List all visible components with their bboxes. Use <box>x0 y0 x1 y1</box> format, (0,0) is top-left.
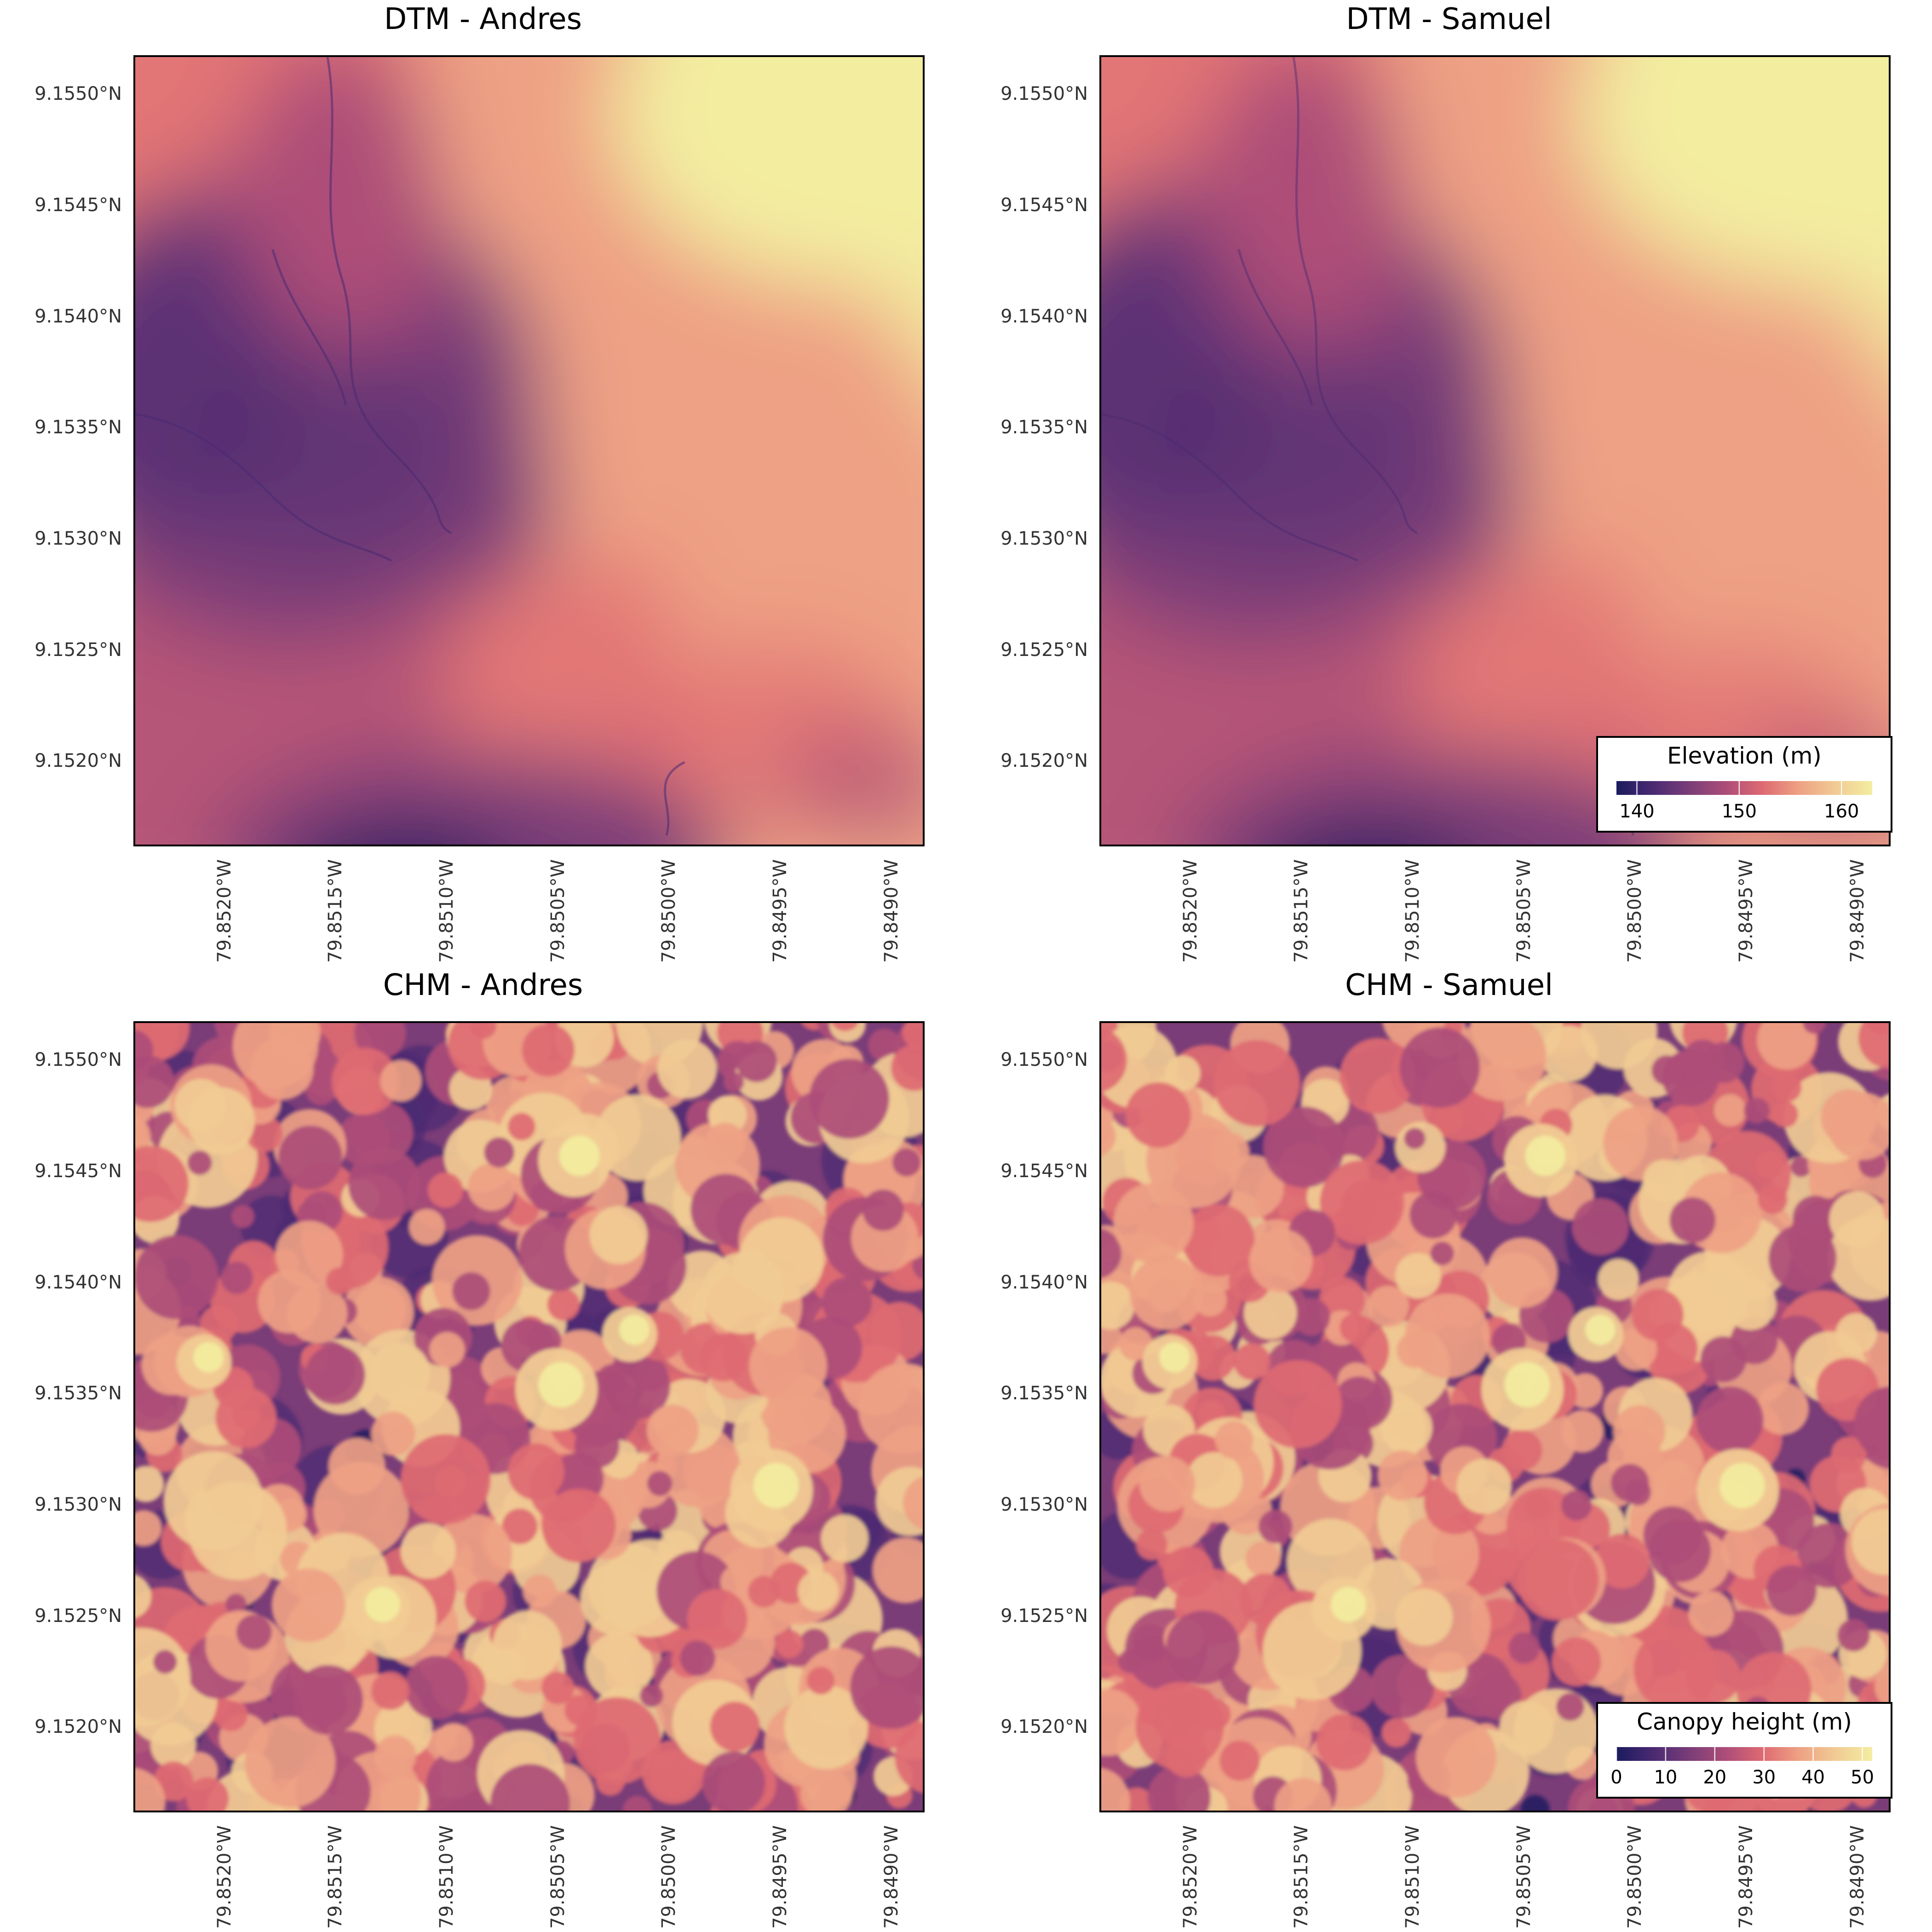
latitude-tick-label: 9.1520°N <box>34 750 122 772</box>
latitude-tick-label: 9.1530°N <box>1000 1494 1088 1515</box>
legend-tick-label: 20 <box>1703 1767 1727 1788</box>
legend-tick-label: 140 <box>1619 801 1655 822</box>
longitude-tick-label: 79.8500°W <box>1624 859 1646 963</box>
legend-title: Canopy height (m) <box>1636 1708 1852 1735</box>
latitude-tick-label: 9.1535°N <box>1000 417 1088 438</box>
legend-title: Elevation (m) <box>1667 742 1822 769</box>
latitude-tick-label: 9.1525°N <box>34 1605 122 1627</box>
panel-dtm-andres: DTM - Andres 9.1550°N 9.1545°N 9.1540°N 9.1… <box>0 0 966 966</box>
longitude-tick-label: 79.8495°W <box>1736 1825 1757 1929</box>
legend-tick-label: 150 <box>1721 801 1757 822</box>
legend-colorbar <box>1616 1747 1872 1761</box>
legend-colorbar <box>1616 781 1872 795</box>
legend-elevation: Elevation (m) 140 150 160 <box>1596 736 1892 833</box>
legend-tick-label: 10 <box>1654 1767 1678 1788</box>
latitude-tick-label: 9.1540°N <box>34 305 122 327</box>
dtm-raster-map[interactable] <box>133 55 925 846</box>
latitude-tick-label: 9.1550°N <box>34 83 122 105</box>
longitude-tick-label: 79.8520°W <box>213 1825 235 1929</box>
latitude-tick-label: 9.1530°N <box>34 1494 122 1515</box>
legend-tick-label: 40 <box>1801 1767 1825 1788</box>
latitude-tick-label: 9.1545°N <box>1000 1160 1088 1182</box>
longitude-tick-label: 79.8490°W <box>1846 859 1868 963</box>
latitude-tick-label: 9.1550°N <box>1000 1049 1088 1071</box>
latitude-tick-label: 9.1530°N <box>34 528 122 549</box>
latitude-tick-label: 9.1540°N <box>1000 305 1088 327</box>
longitude-tick-label: 79.8505°W <box>1513 1825 1535 1929</box>
latitude-tick-label: 9.1545°N <box>34 194 122 216</box>
latitude-tick-label: 9.1525°N <box>1000 639 1088 661</box>
legend-tick-label: 30 <box>1752 1767 1776 1788</box>
panel-title: DTM - Samuel <box>1346 2 1552 36</box>
chm-raster-map[interactable] <box>1099 1021 1891 1812</box>
panel-dtm-samuel: DTM - Samuel 9.1550°N 9.1545°N 9.1540°N 9.1… <box>966 0 1932 966</box>
longitude-tick-label: 79.8515°W <box>325 859 346 963</box>
latitude-tick-label: 9.1530°N <box>1000 528 1088 549</box>
longitude-tick-label: 79.8510°W <box>1402 859 1423 963</box>
dtm-raster-map[interactable] <box>1099 55 1891 846</box>
longitude-tick-label: 79.8515°W <box>325 1825 346 1929</box>
longitude-tick-label: 79.8505°W <box>1513 859 1535 963</box>
latitude-tick-label: 9.1520°N <box>1000 750 1088 772</box>
longitude-tick-label: 79.8515°W <box>1291 859 1312 963</box>
longitude-tick-label: 79.8515°W <box>1291 1825 1312 1929</box>
latitude-tick-label: 9.1535°N <box>1000 1383 1088 1404</box>
latitude-tick-label: 9.1525°N <box>34 639 122 661</box>
longitude-tick-label: 79.8520°W <box>1179 1825 1201 1929</box>
panel-title: DTM - Andres <box>384 2 582 36</box>
panel-chm-andres: CHM - Andres 9.1550°N 9.1545°N 9.1540°N 9.1… <box>0 966 966 1932</box>
longitude-tick-label: 79.8520°W <box>1179 859 1201 963</box>
longitude-tick-label: 79.8495°W <box>1736 859 1757 963</box>
latitude-tick-label: 9.1545°N <box>1000 194 1088 216</box>
longitude-tick-label: 79.8490°W <box>1846 1825 1868 1929</box>
panel-title: CHM - Samuel <box>1345 968 1553 1002</box>
longitude-tick-label: 79.8490°W <box>880 859 902 963</box>
latitude-tick-label: 9.1525°N <box>1000 1605 1088 1627</box>
legend-tick-label: 50 <box>1851 1767 1874 1788</box>
latitude-tick-label: 9.1550°N <box>34 1049 122 1071</box>
longitude-tick-label: 79.8510°W <box>1402 1825 1423 1929</box>
longitude-tick-label: 79.8500°W <box>658 859 680 963</box>
longitude-tick-label: 79.8490°W <box>880 1825 902 1929</box>
panel-chm-samuel: CHM - Samuel 9.1550°N 9.1545°N 9.1540°N 9.1… <box>966 966 1932 1932</box>
latitude-tick-label: 9.1520°N <box>1000 1716 1088 1738</box>
latitude-tick-label: 9.1535°N <box>34 1383 122 1404</box>
longitude-tick-label: 79.8520°W <box>213 859 235 963</box>
longitude-tick-label: 79.8500°W <box>1624 1825 1646 1929</box>
latitude-tick-label: 9.1540°N <box>1000 1271 1088 1293</box>
latitude-tick-label: 9.1550°N <box>1000 83 1088 105</box>
longitude-tick-label: 79.8500°W <box>658 1825 680 1929</box>
longitude-tick-label: 79.8510°W <box>436 1825 457 1929</box>
latitude-tick-label: 9.1520°N <box>34 1716 122 1738</box>
legend-tick-label: 160 <box>1824 801 1859 822</box>
latitude-tick-label: 9.1535°N <box>34 417 122 438</box>
legend-canopy-height: Canopy height (m) 0 10 20 30 40 50 <box>1596 1702 1892 1799</box>
longitude-tick-label: 79.8495°W <box>770 1825 791 1929</box>
longitude-tick-label: 79.8505°W <box>547 859 569 963</box>
legend-tick-label: 0 <box>1610 1767 1622 1788</box>
longitude-tick-label: 79.8505°W <box>547 1825 569 1929</box>
longitude-tick-label: 79.8495°W <box>770 859 791 963</box>
chm-raster-map[interactable] <box>133 1021 925 1812</box>
panel-title: CHM - Andres <box>383 968 583 1002</box>
longitude-tick-label: 79.8510°W <box>436 859 457 963</box>
latitude-tick-label: 9.1540°N <box>34 1271 122 1293</box>
latitude-tick-label: 9.1545°N <box>34 1160 122 1182</box>
